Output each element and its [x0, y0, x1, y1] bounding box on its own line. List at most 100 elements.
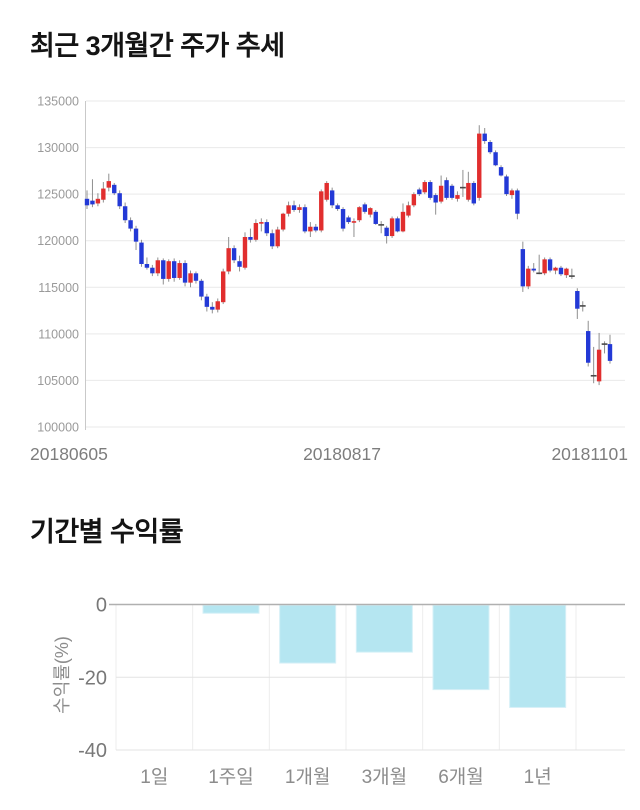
candlestick-chart: 135000 130000 125000 120000 115000 110000 1050…	[30, 95, 628, 465]
candle-down	[428, 182, 433, 198]
candle-down	[558, 267, 564, 275]
candle-down	[335, 205, 340, 210]
price-trend-title: 최근 3개월간 주가 추세	[30, 31, 285, 61]
candle-down	[395, 218, 400, 232]
candle-down	[171, 261, 177, 278]
candle-up	[215, 301, 220, 310]
x-axis-category-label: 6개월	[438, 766, 484, 788]
x-axis-category-label: 3개월	[362, 766, 408, 788]
candle-up	[389, 218, 395, 237]
candle-down	[193, 273, 199, 281]
candle-up	[275, 229, 280, 247]
candle-down	[346, 217, 351, 223]
candle-down	[112, 184, 117, 194]
candle-up	[509, 190, 515, 196]
candle-down	[362, 204, 368, 212]
y-axis-tick-label: 135000	[37, 95, 79, 109]
y-axis-tick-label: 120000	[37, 234, 79, 248]
candle-down	[493, 152, 498, 166]
candle-down	[150, 267, 155, 274]
candle-down	[329, 190, 335, 206]
candle-down	[210, 306, 215, 310]
candle-up	[188, 273, 193, 283]
candle-down	[515, 190, 520, 214]
return-bar	[355, 604, 413, 653]
candle-down	[471, 182, 477, 204]
y-axis-tick-label: 100000	[37, 421, 79, 435]
candle-down	[237, 261, 242, 267]
y-axis-tick-label: 125000	[37, 188, 79, 202]
candle-down	[504, 176, 509, 195]
candle-down	[122, 206, 128, 221]
candle-up	[106, 181, 111, 188]
candle-down	[264, 222, 269, 234]
candle-down	[384, 227, 389, 237]
candle-up	[95, 198, 101, 204]
candle-down	[340, 209, 346, 229]
candle-up	[155, 260, 161, 274]
candle-up	[308, 226, 313, 232]
candle-up	[477, 133, 482, 198]
candle-down	[313, 226, 319, 231]
candle-down	[199, 280, 204, 297]
candle-up	[406, 205, 411, 216]
candle-up	[177, 263, 182, 278]
x-axis-category-label: 1개월	[285, 766, 331, 788]
candle-down	[248, 236, 253, 240]
candle-up	[411, 194, 417, 206]
candle-up	[297, 207, 302, 210]
x-axis-tick-label: 20181101	[551, 444, 628, 464]
candle-down	[575, 291, 580, 309]
candle-down	[547, 259, 553, 271]
candle-down	[139, 242, 144, 264]
candle-down	[128, 220, 133, 229]
candle-up	[438, 185, 444, 202]
y-axis-tick-label: 130000	[37, 141, 79, 155]
candle-up	[226, 248, 231, 272]
candle-down	[607, 344, 613, 361]
candle-up	[101, 188, 106, 200]
return-bar	[432, 604, 490, 691]
candle-down	[417, 189, 422, 195]
candle-down	[291, 205, 297, 210]
candle-down	[482, 133, 487, 142]
candle-down	[161, 260, 166, 279]
candle-up	[280, 213, 286, 230]
returns-by-period-title: 기간별 수익률	[30, 517, 184, 547]
candle-down	[182, 263, 188, 283]
y-axis-title: 수익률(%)	[52, 636, 72, 714]
candle-down	[487, 141, 493, 153]
candle-up	[542, 259, 547, 274]
candle-up	[596, 349, 602, 382]
candle-up	[368, 208, 373, 215]
candle-down	[117, 193, 122, 207]
candle-down	[498, 167, 504, 176]
x-axis-category-label: 1주일	[208, 766, 254, 788]
y-axis-tick-label: 0	[96, 595, 107, 617]
candle-up	[259, 222, 264, 224]
return-bar	[279, 604, 337, 664]
candle-down	[133, 228, 139, 242]
candle-down	[204, 296, 210, 307]
candle-up	[466, 182, 471, 200]
y-axis-tick-label: 110000	[38, 327, 79, 341]
candle-down	[449, 185, 455, 198]
candle-up	[351, 221, 357, 223]
candle-down	[231, 248, 237, 261]
candle-up	[166, 261, 171, 279]
x-axis-tick-label: 20180817	[303, 444, 381, 464]
x-axis-tick-label: 20180605	[30, 444, 108, 464]
candle-down	[302, 207, 308, 232]
candle-down	[84, 198, 90, 206]
candle-up	[220, 271, 226, 303]
candle-up	[526, 268, 531, 287]
candle-down	[531, 268, 536, 271]
return-bar	[202, 604, 260, 614]
candle-up	[357, 207, 362, 221]
candle-down	[144, 264, 150, 268]
candle-up	[422, 182, 427, 193]
candle-down	[586, 331, 591, 363]
candle-up	[242, 236, 248, 268]
candle-up	[286, 205, 291, 214]
